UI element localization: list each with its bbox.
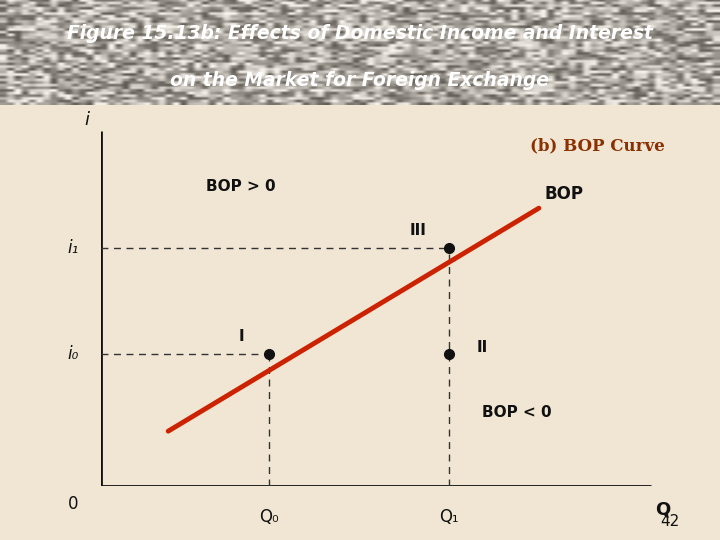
Text: II: II bbox=[477, 340, 488, 355]
Text: III: III bbox=[410, 222, 426, 238]
Text: Figure 15.13b: Effects of Domestic Income and Interest: Figure 15.13b: Effects of Domestic Incom… bbox=[67, 24, 653, 43]
Text: BOP < 0: BOP < 0 bbox=[482, 406, 552, 420]
Text: BOP: BOP bbox=[544, 185, 583, 202]
Text: Q: Q bbox=[654, 501, 670, 518]
Text: BOP > 0: BOP > 0 bbox=[207, 179, 276, 194]
Text: i₁: i₁ bbox=[67, 239, 78, 258]
Text: I: I bbox=[238, 329, 244, 343]
Text: 42: 42 bbox=[660, 514, 679, 529]
Text: 0: 0 bbox=[68, 495, 78, 514]
Text: i₀: i₀ bbox=[67, 346, 78, 363]
Text: Q₁: Q₁ bbox=[439, 508, 459, 526]
Text: i: i bbox=[84, 111, 89, 130]
Text: on the Market for Foreign Exchange: on the Market for Foreign Exchange bbox=[171, 71, 549, 90]
Text: Q₀: Q₀ bbox=[259, 508, 279, 526]
Text: (b) BOP Curve: (b) BOP Curve bbox=[530, 137, 665, 154]
